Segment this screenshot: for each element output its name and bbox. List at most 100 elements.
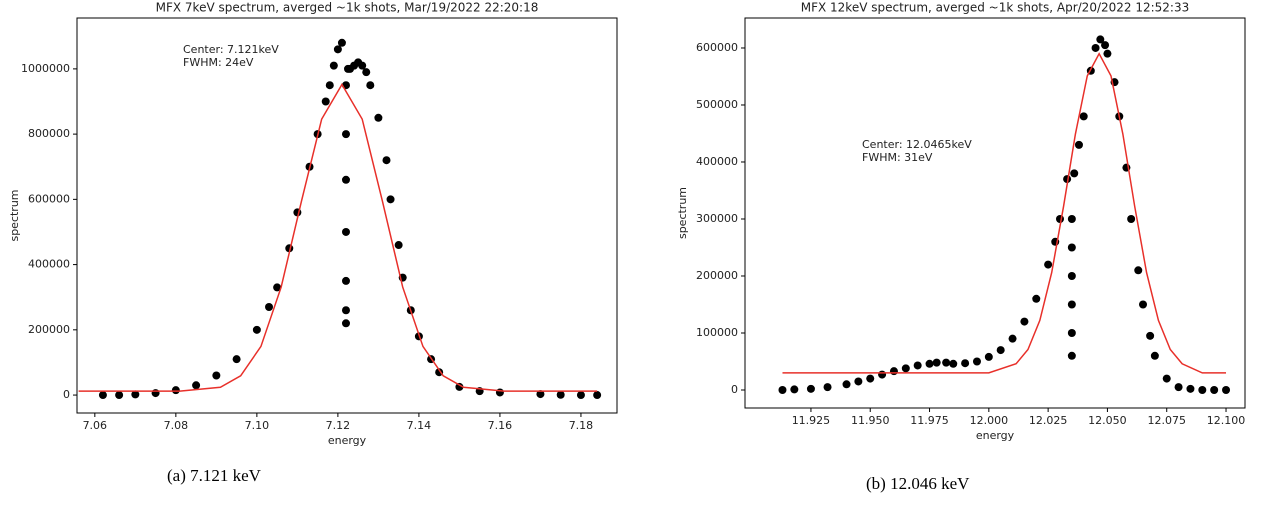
y-tick-label: 600000 bbox=[696, 41, 738, 54]
x-tick-label: 7.16 bbox=[488, 419, 513, 432]
data-point bbox=[878, 370, 887, 379]
y-tick-label: 500000 bbox=[696, 98, 738, 111]
y-tick-label: 0 bbox=[63, 388, 70, 401]
y-tick-label: 200000 bbox=[696, 269, 738, 282]
data-point bbox=[1096, 35, 1105, 44]
data-point bbox=[495, 388, 504, 397]
fit-line bbox=[782, 52, 1227, 374]
x-tick-label: 12.050 bbox=[1088, 414, 1127, 427]
x-tick-label: 7.18 bbox=[569, 419, 594, 432]
data-point bbox=[1103, 49, 1112, 58]
x-tick-label: 7.08 bbox=[164, 419, 189, 432]
data-point bbox=[341, 276, 350, 285]
data-point bbox=[1210, 385, 1219, 394]
data-point bbox=[1067, 271, 1076, 280]
x-tick-label: 11.925 bbox=[792, 414, 831, 427]
data-point bbox=[265, 302, 274, 311]
data-point bbox=[790, 385, 799, 394]
x-tick-label: 11.975 bbox=[910, 414, 949, 427]
x-tick-label: 12.025 bbox=[1029, 414, 1068, 427]
data-point bbox=[1146, 331, 1155, 340]
data-point bbox=[341, 227, 350, 236]
data-point bbox=[394, 241, 403, 250]
data-point bbox=[984, 352, 993, 361]
plot-frame bbox=[744, 17, 1246, 409]
data-point bbox=[556, 390, 565, 399]
x-tick-label: 11.950 bbox=[851, 414, 890, 427]
data-point bbox=[866, 374, 875, 383]
data-point bbox=[1032, 294, 1041, 303]
data-point bbox=[1055, 214, 1064, 223]
data-point bbox=[1067, 243, 1076, 252]
data-point bbox=[1139, 300, 1148, 309]
y-tick-label: 600000 bbox=[28, 192, 70, 205]
data-point bbox=[536, 390, 545, 399]
data-point bbox=[321, 97, 330, 106]
y-axis-label: spectrum bbox=[8, 189, 21, 241]
y-tick-label: 100000 bbox=[696, 326, 738, 339]
data-point bbox=[252, 325, 261, 334]
data-point bbox=[212, 371, 221, 380]
data-point bbox=[1067, 214, 1076, 223]
data-point bbox=[996, 346, 1005, 355]
y-tick-label: 400000 bbox=[696, 155, 738, 168]
chart-title: MFX 12keV spectrum, averged ~1k shots, A… bbox=[801, 1, 1190, 15]
x-tick-label: 7.06 bbox=[83, 419, 108, 432]
data-point bbox=[374, 113, 383, 122]
data-point bbox=[115, 391, 124, 400]
caption: (b) 12.046 keV bbox=[866, 474, 970, 493]
data-point bbox=[366, 81, 375, 90]
data-point bbox=[925, 359, 934, 368]
data-point bbox=[806, 384, 815, 393]
data-point bbox=[778, 385, 787, 394]
data-point bbox=[171, 386, 180, 395]
x-tick-label: 12.100 bbox=[1207, 414, 1246, 427]
caption: (a) 7.121 keV bbox=[167, 466, 262, 485]
data-point bbox=[358, 61, 367, 70]
data-point bbox=[337, 38, 346, 47]
y-tick-label: 200000 bbox=[28, 323, 70, 336]
data-point bbox=[386, 195, 395, 204]
data-point bbox=[341, 319, 350, 328]
data-point bbox=[913, 361, 922, 370]
data-point bbox=[329, 61, 338, 70]
y-tick-label: 1000000 bbox=[21, 62, 70, 75]
chart-title: MFX 7keV spectrum, averged ~1k shots, Ma… bbox=[156, 1, 539, 15]
y-axis-label: spectrum bbox=[676, 187, 689, 239]
data-point bbox=[823, 383, 832, 392]
data-point bbox=[1008, 334, 1017, 343]
data-point bbox=[1079, 112, 1088, 121]
data-point bbox=[1174, 383, 1183, 392]
data-point bbox=[1020, 317, 1029, 326]
data-point bbox=[1044, 260, 1053, 269]
data-point bbox=[435, 368, 444, 377]
annotation: FWHM: 24eV bbox=[183, 56, 254, 69]
data-point bbox=[325, 81, 334, 90]
data-point bbox=[455, 382, 464, 391]
data-point bbox=[1150, 351, 1159, 360]
data-point bbox=[1074, 140, 1083, 149]
data-point bbox=[382, 156, 391, 165]
data-point bbox=[842, 380, 851, 389]
annotation: Center: 7.121keV bbox=[183, 43, 279, 56]
y-tick-label: 300000 bbox=[696, 212, 738, 225]
annotation: FWHM: 31eV bbox=[862, 151, 933, 164]
data-point bbox=[273, 283, 282, 292]
x-tick-label: 7.10 bbox=[245, 419, 270, 432]
x-axis-label: energy bbox=[328, 434, 367, 447]
data-point bbox=[949, 359, 958, 368]
data-point bbox=[854, 377, 863, 386]
data-point bbox=[341, 130, 350, 139]
data-point bbox=[98, 391, 107, 400]
data-point bbox=[362, 68, 371, 77]
y-tick-label: 400000 bbox=[28, 258, 70, 271]
data-point bbox=[1101, 41, 1110, 50]
data-point bbox=[341, 175, 350, 184]
x-tick-label: 7.12 bbox=[326, 419, 351, 432]
x-tick-label: 12.075 bbox=[1147, 414, 1186, 427]
data-point bbox=[1186, 384, 1195, 393]
data-point bbox=[1198, 385, 1207, 394]
data-point bbox=[942, 358, 951, 367]
data-point bbox=[1091, 43, 1100, 52]
